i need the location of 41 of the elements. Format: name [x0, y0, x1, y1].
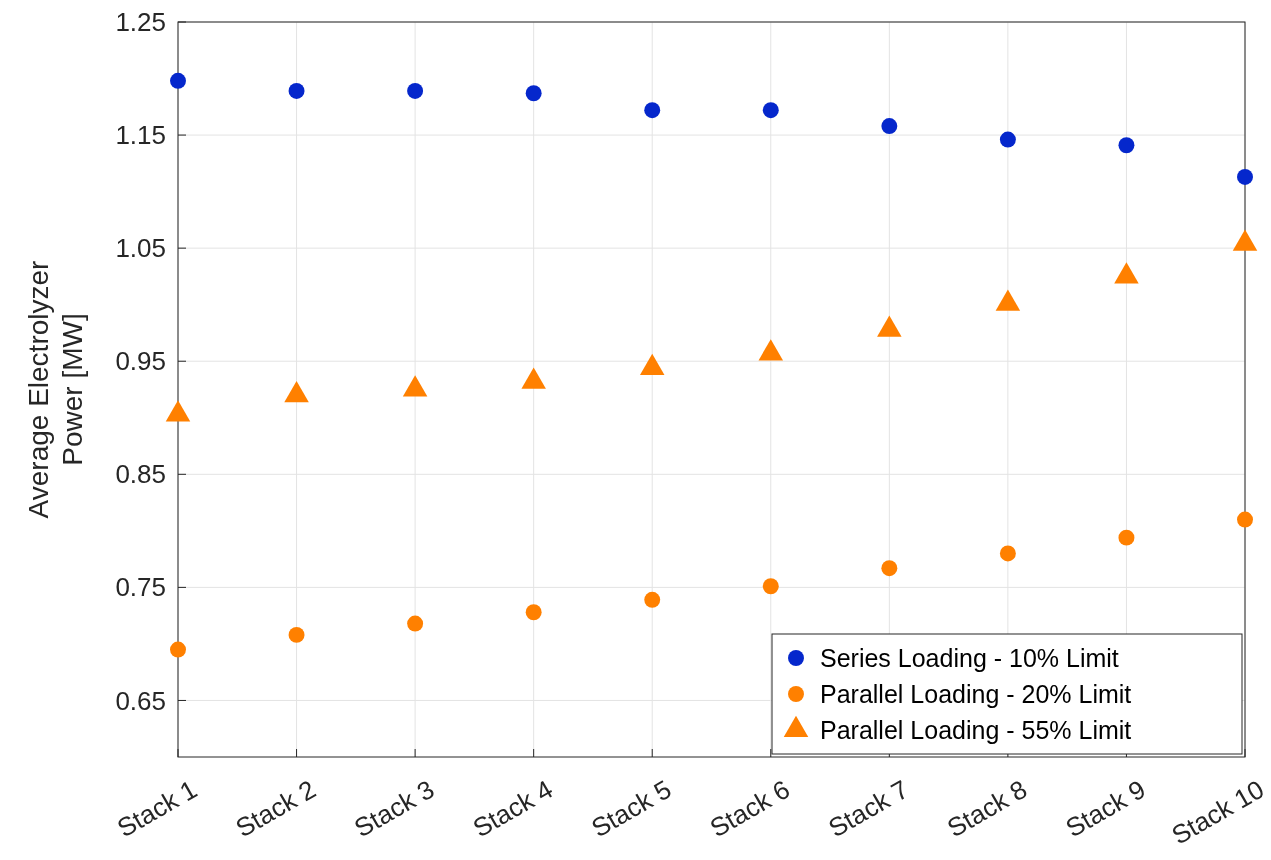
y-tick-label: 1.25: [115, 7, 166, 38]
x-tick-label: Stack 9: [1060, 773, 1151, 844]
point: [407, 615, 424, 632]
x-tick-label: Stack 8: [941, 773, 1032, 844]
point: [1237, 168, 1253, 185]
legend-label: Parallel Loading - 20% Limit: [820, 679, 1132, 708]
point: [525, 604, 542, 621]
y-axis-title: Average Electrolyzer Power [MW]: [23, 260, 88, 519]
x-tick-label: Stack 7: [823, 773, 914, 844]
x-tick-label: Stack 5: [586, 773, 677, 844]
point: [644, 102, 661, 119]
x-tick-label: Stack 4: [467, 773, 558, 844]
point: [1118, 137, 1135, 154]
x-tick-label: Stack 1: [112, 773, 203, 844]
point: [170, 641, 186, 658]
point: [1118, 529, 1135, 546]
x-tick-label: Stack 6: [704, 773, 795, 844]
point: [288, 626, 305, 643]
y-tick-label: 1.15: [115, 120, 166, 151]
point: [288, 83, 305, 99]
point: [525, 85, 542, 102]
point: [762, 578, 779, 595]
y-tick-label: 0.85: [115, 459, 166, 490]
point: [881, 118, 898, 134]
point: [1237, 511, 1253, 528]
legend-label: Series Loading - 10% Limit: [820, 643, 1119, 672]
x-tick-label: Stack 3: [349, 773, 440, 844]
point: [999, 545, 1016, 562]
point: [999, 131, 1016, 148]
y-tick-label: 0.75: [115, 572, 166, 603]
y-tick-label: 0.65: [115, 685, 166, 716]
y-tick-label: 1.05: [115, 233, 166, 264]
point: [762, 102, 779, 119]
x-tick-label: Stack 2: [230, 773, 321, 844]
point: [881, 560, 898, 577]
legend-label: Parallel Loading - 55% Limit: [820, 715, 1132, 744]
y-tick-label: 0.95: [115, 346, 166, 377]
point: [644, 591, 661, 608]
point: [407, 83, 424, 99]
point: [170, 72, 186, 89]
x-tick-label: Stack 10: [1166, 773, 1270, 851]
